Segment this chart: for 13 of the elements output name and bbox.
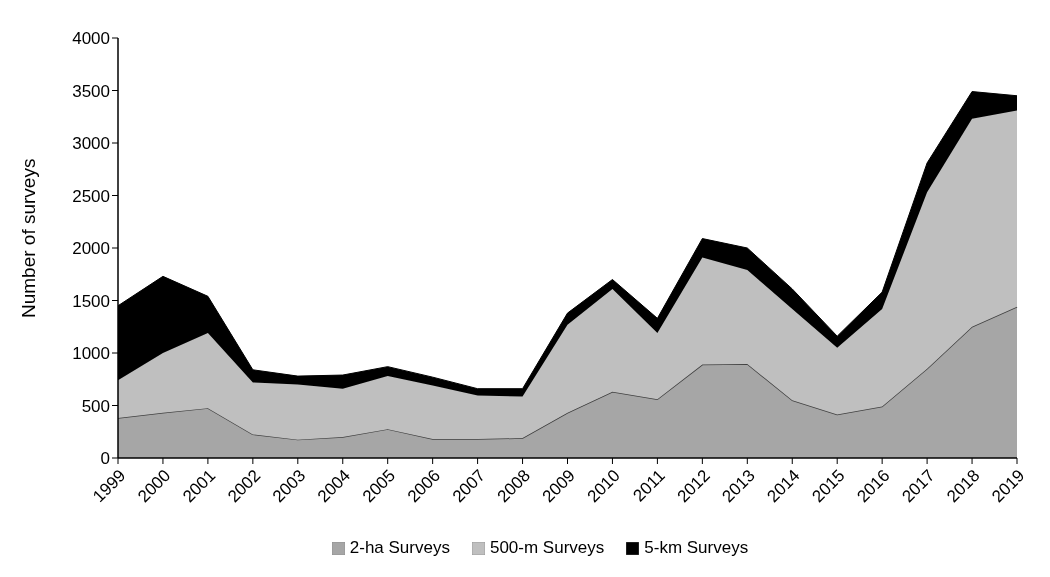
y-tick-label: 3000 — [72, 134, 110, 154]
y-tick-label: 1000 — [72, 344, 110, 364]
legend-label: 2-ha Surveys — [349, 538, 450, 558]
y-axis-title: Number of surveys — [17, 158, 39, 318]
y-tick-label: 2000 — [72, 239, 110, 259]
legend-label: 5-km Surveys — [644, 538, 749, 558]
y-tick-label: 4000 — [72, 29, 110, 49]
y-tick-label: 1500 — [72, 291, 110, 311]
y-tick-label: 3500 — [72, 81, 110, 101]
y-tick-label: 2500 — [72, 186, 110, 206]
y-tick-label: 0 — [100, 449, 110, 469]
y-tick-label: 500 — [81, 396, 110, 416]
legend-label: 500-m Surveys — [489, 538, 605, 558]
